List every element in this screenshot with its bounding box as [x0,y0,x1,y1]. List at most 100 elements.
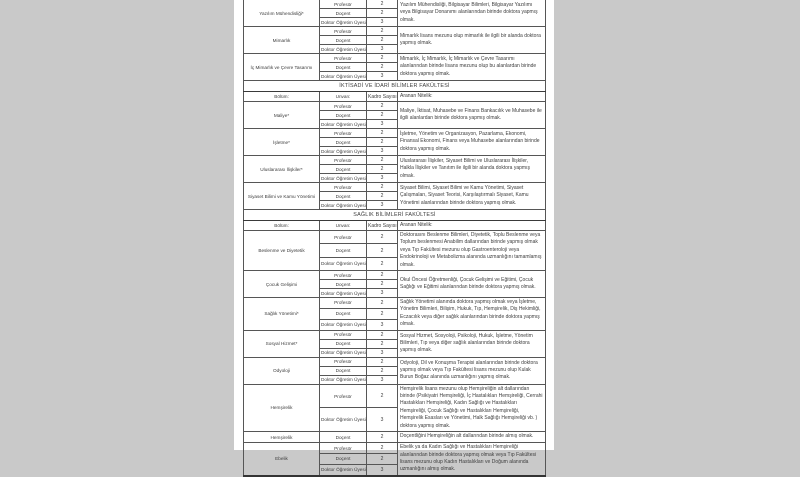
position-count-cell: 2 [366,356,398,367]
department-cell: Odyoloji [243,356,320,385]
table-row: Uluslararası İlişkiler* Profesör 2 Uluslara… [243,155,546,183]
table-row: Sosyal Hizmet* Profesör 2 Sosyal Hizmet, So… [243,329,546,358]
position-count-cell: 3 [366,374,398,385]
table-row: Odyoloji Profesör 2 Odyoloji, Dil ve Konuşm… [243,356,546,385]
position-count-cell: 2 [366,191,398,201]
table-row: Yazılım Mühendisliği* Profesör 2 Yazılım Mü… [243,0,546,27]
position-title-cell: Profesör [319,0,367,9]
position-title-cell: Doktor Öğretim Üyesi [319,347,367,358]
table-body: Yazılım Mühendisliği* Profesör 2 Yazılım Mü… [243,0,546,477]
department-cell: İç Mimarlık ve Çevre Tasarımı [243,53,320,81]
position-count-cell: 2 [366,329,398,340]
position-title-cell: Doktor Öğretim Üyesi [319,407,367,433]
faculty-header-row: İKTİSADİ VE İDARİ BİLİMLER FAKÜLTESİ [243,80,546,92]
position-title-cell: Doçent [319,164,367,174]
column-header-department: Bölüm: [243,220,320,231]
position-title-cell: Doçent [319,431,367,444]
department-cell: Maliye* [243,101,320,129]
position-count-cell: 2 [366,137,398,147]
position-title-cell: Doçent [319,243,367,258]
table-row: Doktor Öğretim Üyesi 3 [244,407,546,433]
requirement-cell: Siyaset Bilimi, Siyaset Bilimi ve Kamu Y… [397,182,546,210]
position-title-cell: Profesör [319,128,367,138]
table-row: Çocuk Gelişimi Profesör 2 Okul Öncesi Öğret… [243,270,546,299]
position-count-cell: 3 [366,463,398,477]
requirement-cell: Uluslararası İlişkiler, Siyaset Bilimi v… [397,155,546,183]
position-title-cell: Doktor Öğretim Üyesi [319,200,367,210]
position-count-cell: 2 [366,0,398,9]
position-title-cell: Doktor Öğretim Üyesi [319,318,367,331]
department-cell: Sosyal Hizmet* [243,329,320,358]
position-title-cell: Doktor Öğretim Üyesi [319,256,367,272]
department-cell: Yazılım Mühendisliği* [243,0,320,27]
position-count-cell: 3 [366,318,398,331]
table-row: Doktor Öğretim Üyesi 2 [244,256,546,272]
position-count-cell: 2 [366,164,398,174]
column-header-row: Bölüm: Unvan: Kadro Sayısı: Aranan Nitelik: [243,220,546,231]
requirement-cell: Mimarlık, İç Mimarlık, İç Mimarlık ve Çe… [397,53,546,81]
requirement-cell: Okul Öncesi Öğretmenliği, Çocuk Gelişimi… [397,270,546,299]
position-title-cell: Doktor Öğretim Üyesi [319,71,367,81]
position-title-cell: Profesör [319,101,367,111]
table-row: Siyaset Bilimi ve Kamu Yönetimi Profesör 2… [243,182,546,210]
position-count-cell: 2 [366,431,398,444]
position-title-cell: Doçent [319,137,367,147]
position-count-cell: 2 [366,155,398,165]
document-page: Yazılım Mühendisliği* Profesör 2 Yazılım Mü… [234,0,554,477]
position-title-cell: Doktor Öğretim Üyesi [319,17,367,27]
position-count-cell: 2 [366,229,398,245]
table-row: İç Mimarlık ve Çevre Tasarımı Profesör 2 Mi… [243,53,546,81]
column-header-requirement: Aranan Nitelik: [397,91,546,102]
table-row: İşletme* Profesör 2 İşletme, Yönetim ve Org… [243,128,546,156]
position-count-cell: 3 [366,407,398,433]
position-count-cell: 2 [366,110,398,120]
position-count-cell: 2 [366,338,398,349]
position-count-cell: 3 [366,173,398,183]
position-title-cell: Profesör [319,270,367,281]
position-count-cell: 2 [366,128,398,138]
position-title-cell: Profesör [319,329,367,340]
position-count-cell: 2 [366,383,398,409]
column-header-count: Kadro Sayısı: [366,220,398,231]
positions-table: Yazılım Mühendisliği* Profesör 2 Yazılım Mü… [243,0,546,477]
position-title-cell: Profesör [319,182,367,192]
position-title-cell: Profesör [319,442,367,454]
department-cell: Beslenme ve Diyetetik [243,229,320,272]
position-count-cell: 2 [366,279,398,290]
position-count-cell: 2 [366,256,398,272]
position-count-cell: 3 [366,119,398,129]
position-count-cell: 2 [366,182,398,192]
table-row: Maliye* Profesör 2 Maliye, İktisat, Muhaseb… [243,101,546,129]
position-count-cell: 2 [366,297,398,309]
position-title-cell: Doçent [319,307,367,320]
table-row: Hemşirelik Profesör 2 Hemşirelik lisans mez… [243,383,546,433]
department-cell: Uluslararası İlişkiler* [243,155,320,183]
requirement-cell: Sağlık Yönetimi alanında doktora yapmış … [397,297,546,331]
position-count-cell: 2 [366,452,398,465]
position-title-cell: Doktor Öğretim Üyesi [319,44,367,54]
position-count-cell: 2 [366,243,398,258]
position-title-cell: Profesör [319,297,367,309]
requirement-cell: Doktorasını Beslenme Bilimleri, Diyeteti… [397,229,546,272]
position-title-cell: Profesör [319,53,367,63]
requirement-cell: Mimarlık lisans mezunu olup mimarlık ile… [397,26,546,54]
position-title-cell: Doçent [319,62,367,72]
position-count-cell: 3 [366,17,398,27]
position-count-cell: 3 [366,44,398,54]
requirement-cell: Sosyal Hizmet, Sosyoloji, Psikoloji, Huk… [397,329,546,358]
position-count-cell: 2 [366,8,398,18]
position-title-cell: Profesör [319,26,367,36]
department-cell: Siyaset Bilimi ve Kamu Yönetimi [243,182,320,210]
requirement-cell: İşletme, Yönetim ve Organizasyon, Pazarl… [397,128,546,156]
table-row: Sağlık Yönetimi* Profesör 2 Sağlık Yönetimi… [243,297,546,331]
requirement-cell: Yazılım Mühendisliği, Bilgisayar Bilimle… [397,0,546,27]
column-header-count: Kadro Sayısı: [366,91,398,102]
position-title-cell: Doçent [319,8,367,18]
table-row: Doktor Öğretim Üyesi 3 [244,288,546,299]
table-row: Doçent 2 [244,243,546,258]
position-count-cell: 2 [366,35,398,45]
table-row: Mimarlık Profesör 2 Mimarlık lisans mezunu … [243,26,546,54]
position-count-cell: 2 [366,62,398,72]
position-title-cell: Doktor Öğretim Üyesi [319,119,367,129]
table-row: Doktor Öğretim Üyesi 3 [244,374,546,385]
